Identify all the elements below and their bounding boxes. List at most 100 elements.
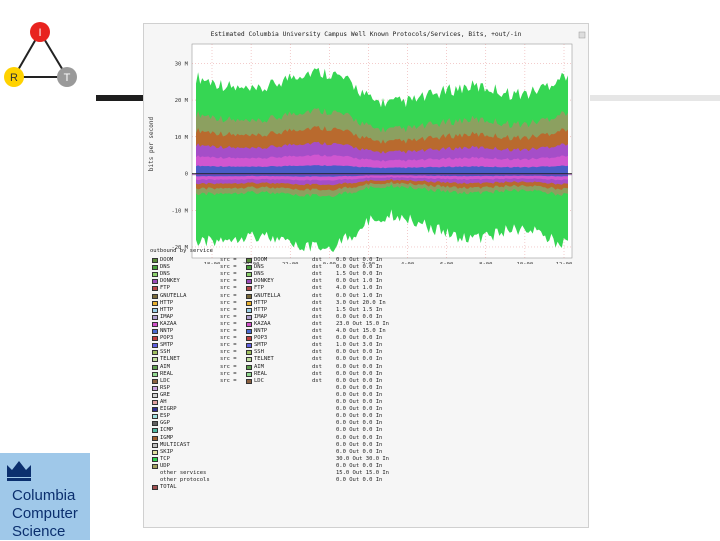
legend-name-dst: FTP (254, 285, 264, 292)
legend-src: src = (220, 271, 237, 278)
traffic-chart: Estimated Columbia University Campus Wel… (148, 31, 586, 264)
legend-swatch-dst (246, 378, 252, 384)
legend-swatch (152, 392, 158, 398)
legend-swatch (152, 414, 158, 420)
legend-name: IMAP (160, 313, 174, 320)
legend-value: 0.0 Out 0.0 In (336, 462, 383, 469)
legend-dst: dst (312, 370, 322, 377)
y-tick-label: 0 (185, 172, 188, 178)
irt-node-i (30, 22, 50, 42)
legend-name: FTP (160, 285, 170, 292)
legend-src: src = (220, 356, 237, 363)
legend-dst: dst (312, 377, 322, 384)
legend-swatch-dst (246, 307, 252, 313)
legend-swatch (152, 456, 158, 462)
legend-swatch (152, 286, 158, 292)
x-tick-label: 6:00 (440, 262, 453, 264)
legend-value: 15.0 Out 15.0 In (336, 470, 389, 476)
legend-name-dst: LDC (254, 377, 264, 384)
irt-logo: I R T (4, 22, 77, 87)
legend-name: HTTP (160, 306, 174, 313)
y-tick-label: 20 M (175, 98, 189, 104)
legend-dst: dst (312, 335, 322, 342)
legend-name: AH (160, 399, 167, 405)
legend-name: POP3 (160, 335, 174, 342)
legend-swatch (152, 265, 158, 271)
legend-swatch (152, 421, 158, 427)
legend-swatch-dst (246, 371, 252, 377)
irt-letter-r: R (10, 72, 18, 84)
legend-src: src = (220, 335, 237, 342)
legend-swatch-dst (246, 329, 252, 334)
legend-swatch (152, 272, 158, 278)
y-tick-label: 10 M (175, 135, 189, 141)
legend-swatch (152, 385, 158, 391)
legend-src: src = (220, 285, 237, 292)
legend-name: DONKEY (160, 278, 180, 285)
legend-value: 0.0 Out 0.0 In (336, 477, 383, 484)
legend-dst: dst (312, 349, 322, 356)
legend-swatch (152, 463, 158, 469)
legend-name-dst: HTTP (254, 306, 268, 313)
legend-dst: dst (312, 264, 322, 271)
legend-swatch (152, 449, 158, 455)
traffic-graph-panel: Estimated Columbia University Campus Wel… (143, 23, 589, 528)
legend-value: 0.0 Out 0.0 In (336, 264, 383, 271)
legend-swatch-dst (246, 293, 252, 299)
legend-name: IGMP (160, 434, 174, 441)
legend-name: other protocols (160, 477, 210, 484)
legend-swatch-dst (246, 300, 252, 306)
legend-heading: outbound by service (150, 248, 213, 254)
legend-name: HTTP (160, 299, 174, 306)
legend-swatch-dst (246, 336, 252, 342)
legend-name-dst: DNS (254, 271, 264, 278)
legend-name: AIM (160, 363, 170, 370)
legend-name: DNS (160, 264, 170, 271)
legend-value: 0.0 Out 0.0 In (336, 420, 383, 427)
legend-value: 4.0 Out 1.0 In (336, 285, 383, 292)
legend-name: GRE (160, 391, 170, 398)
legend-dst: dst (312, 328, 322, 334)
legend-swatch (152, 400, 158, 405)
legend-name: UDP (160, 462, 170, 469)
legend-dst: dst (312, 271, 322, 278)
legend-name: SSH (160, 349, 170, 356)
legend-value: 0.0 Out 0.0 In (336, 391, 383, 398)
legend-value: 0.0 Out 0.0 In (336, 441, 383, 448)
legend-value: 0.0 Out 0.0 In (336, 427, 383, 434)
x-ticks: 18:00 20:00 22:00 0:00 2:00 4:00 6:00 8:00 10:00… (204, 262, 573, 264)
legend-swatch-dst (246, 350, 252, 356)
legend-name: NNTP (160, 328, 174, 334)
columbia-cs-logo: Columbia Computer Science (0, 453, 90, 540)
legend-value: 0.0 Out 0.0 In (336, 434, 383, 441)
graph-corner-icon (578, 31, 586, 39)
x-tick-label: 22:00 (282, 262, 299, 264)
legend-value: 0.0 Out 0.0 In (336, 448, 383, 455)
legend-src: src = (220, 363, 237, 370)
legend-dst: dst (312, 278, 322, 285)
legend-src: src = (220, 320, 237, 327)
legend-src: src = (220, 342, 237, 349)
x-tick-label: 2:00 (362, 262, 375, 264)
legend-dst: dst (312, 306, 322, 313)
legend-name-dst: SMTP (254, 342, 268, 349)
legend-name: REAL (160, 370, 174, 377)
x-tick-label: 18:00 (204, 262, 221, 264)
legend-value: 0.0 Out 1.0 In (336, 278, 383, 285)
chart-title: Estimated Columbia University Campus Wel… (211, 31, 522, 38)
legend-src: src = (220, 278, 237, 285)
legend-name-dst: GNUTELLA (254, 292, 281, 299)
legend-name: other services (160, 470, 207, 476)
x-tick-label: 4:00 (401, 262, 414, 264)
legend-swatch (152, 314, 158, 320)
legend-swatch (152, 307, 158, 313)
legend-value: 0.0 Out 0.0 In (336, 406, 383, 413)
traffic-areas (192, 67, 572, 253)
legend-src: src = (220, 328, 237, 334)
legend-dst: dst (312, 313, 322, 320)
legend-name-dst: POP3 (254, 335, 268, 342)
cu-logo-line-1: Columbia (12, 487, 76, 504)
legend-swatch (152, 428, 158, 434)
legend-value: 0.0 Out 0.0 In (336, 257, 383, 263)
legend-swatch (152, 435, 158, 441)
